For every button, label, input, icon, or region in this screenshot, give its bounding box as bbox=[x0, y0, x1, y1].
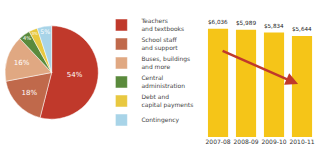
svg-text:Buses, buildingsand more: Buses, buildingsand more bbox=[141, 55, 190, 70]
svg-text:2009-10: 2009-10 bbox=[261, 138, 286, 145]
svg-text:Contingency: Contingency bbox=[141, 116, 179, 124]
svg-text:18%: 18% bbox=[22, 89, 38, 97]
svg-text:2007-08: 2007-08 bbox=[206, 138, 231, 145]
svg-text:Debt andcapital payments: Debt andcapital payments bbox=[141, 93, 193, 109]
svg-text:$5,644: $5,644 bbox=[292, 26, 312, 32]
svg-text:2008-09: 2008-09 bbox=[233, 138, 258, 145]
svg-text:3%: 3% bbox=[31, 31, 38, 36]
svg-text:5%: 5% bbox=[40, 28, 50, 35]
svg-text:$5,989: $5,989 bbox=[236, 20, 256, 26]
svg-text:$5,834: $5,834 bbox=[264, 23, 284, 29]
svg-text:54%: 54% bbox=[67, 71, 83, 79]
svg-text:4%: 4% bbox=[23, 35, 31, 41]
svg-text:$6,036: $6,036 bbox=[208, 19, 228, 25]
svg-text:2010-11: 2010-11 bbox=[289, 138, 314, 145]
svg-text:16%: 16% bbox=[14, 59, 30, 67]
svg-text:School staffand support: School staffand support bbox=[141, 36, 178, 52]
svg-text:Teachersand textbooks: Teachersand textbooks bbox=[140, 17, 184, 32]
svg-text:Centraladministration: Centraladministration bbox=[141, 74, 185, 89]
